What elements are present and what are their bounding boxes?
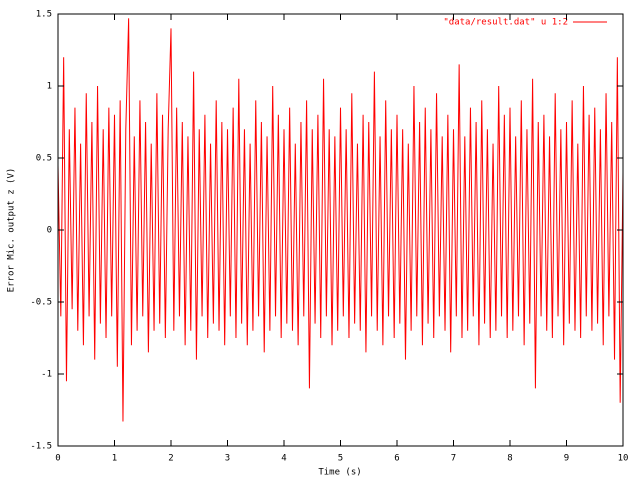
x-tick-label: 6	[394, 454, 399, 464]
x-tick-label: 7	[451, 454, 456, 464]
y-tick-label: -0.5	[30, 298, 52, 308]
data-line	[57, 18, 624, 422]
legend-label: "data/result.dat" u 1:2	[443, 18, 568, 28]
y-tick-label: 1.5	[36, 10, 52, 20]
x-tick-label: 9	[564, 454, 569, 464]
x-tick-label: 8	[507, 454, 512, 464]
x-axis-label: Time (s)	[318, 468, 361, 478]
x-tick-label: 2	[168, 454, 173, 464]
x-tick-label: 0	[55, 454, 60, 464]
y-tick-label: -1	[41, 370, 52, 380]
x-tick-label: 10	[618, 454, 629, 464]
y-tick-label: 0.5	[36, 154, 52, 164]
x-tick-label: 4	[281, 454, 286, 464]
plot-frame	[57, 13, 624, 447]
x-tick-label: 3	[225, 454, 230, 464]
y-tick-label: 0	[47, 226, 52, 236]
x-tick-label: 1	[112, 454, 117, 464]
y-tick-label: -1.5	[30, 442, 52, 452]
x-tick-label: 5	[338, 454, 343, 464]
y-tick-label: 1	[47, 82, 52, 92]
y-axis-label: Error Mic. output z (V)	[7, 168, 17, 293]
